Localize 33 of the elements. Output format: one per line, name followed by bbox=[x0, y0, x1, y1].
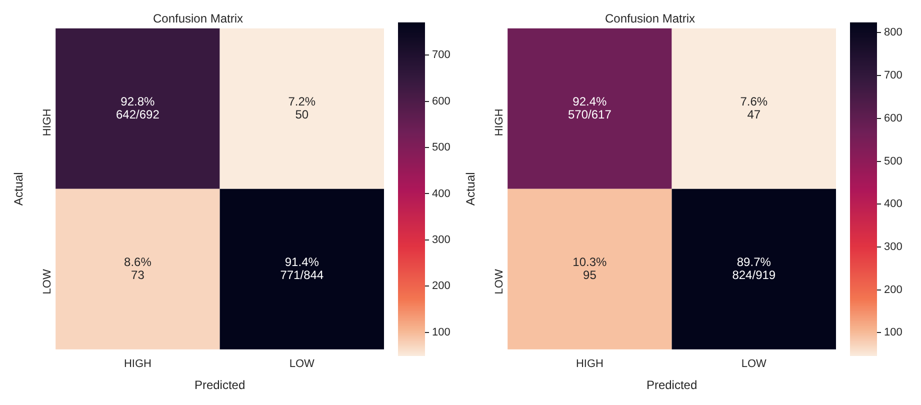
x-tick-label: LOW bbox=[741, 358, 768, 370]
color-bar-label: 500 bbox=[432, 142, 450, 154]
color-bar-label: 700 bbox=[884, 70, 902, 82]
color-bar-label: 200 bbox=[432, 280, 450, 292]
data-label: 10.3% 95 bbox=[572, 254, 608, 282]
data-label: 7.6% 47 bbox=[740, 94, 768, 122]
data-label: 92.4% 570/617 bbox=[568, 94, 612, 122]
x-axis-title: Predicted bbox=[646, 378, 698, 392]
color-bar-label: 600 bbox=[884, 112, 902, 124]
color-bar-label: 700 bbox=[432, 49, 450, 62]
data-label: 91.4% 771/844 bbox=[280, 254, 324, 282]
color-bar-label: 500 bbox=[884, 155, 902, 168]
data-label: 92.8% 642/692 bbox=[116, 94, 160, 122]
color-bar-label: 100 bbox=[432, 326, 450, 338]
color-bar-label: 800 bbox=[884, 26, 902, 39]
color-bar-label: 400 bbox=[884, 198, 902, 210]
color-bar-label: 200 bbox=[884, 284, 902, 296]
color-bar-label: 300 bbox=[432, 234, 450, 246]
y-axis-title: Actual bbox=[12, 172, 26, 206]
x-tick-label: HIGH bbox=[124, 358, 152, 370]
data-label: 89.7% 824/919 bbox=[732, 254, 776, 282]
y-axis-title: Actual bbox=[464, 172, 478, 206]
x-tick-label: LOW bbox=[289, 358, 316, 370]
x-tick-label: HIGH bbox=[576, 358, 604, 370]
data-label: 7.2% 50 bbox=[288, 94, 316, 122]
chart-title: Confusion Matrix bbox=[604, 12, 696, 26]
color-bar-label: 300 bbox=[884, 241, 902, 254]
chart-title: Confusion Matrix bbox=[152, 12, 244, 26]
color-bar-label: 600 bbox=[432, 95, 450, 108]
x-axis-title: Predicted bbox=[194, 378, 246, 392]
color-bar-label: 100 bbox=[884, 326, 902, 339]
color-bar-label: 400 bbox=[432, 188, 450, 200]
data-label: 8.6% 73 bbox=[124, 254, 152, 282]
